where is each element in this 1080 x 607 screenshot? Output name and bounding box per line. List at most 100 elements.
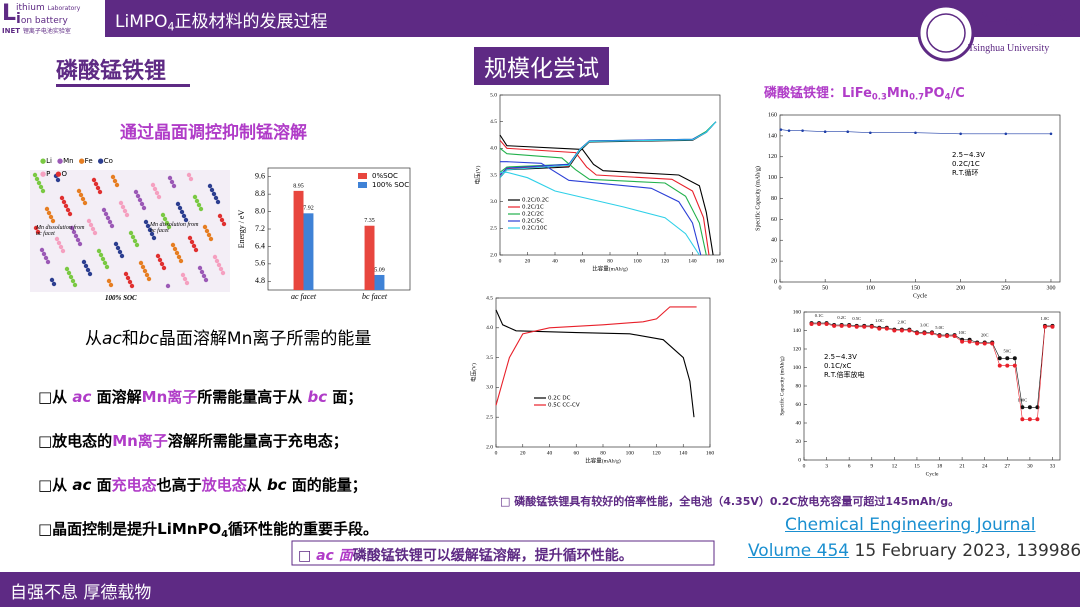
legend-text: Li (46, 157, 52, 165)
rate-label: 2.0C (898, 320, 907, 325)
bar (364, 225, 375, 290)
series-line (811, 323, 1053, 420)
atom (159, 261, 165, 267)
text-run: bc (307, 388, 328, 406)
x-tick-label: 40 (547, 450, 553, 456)
text-run: 放电态 (201, 476, 247, 494)
bar (293, 190, 304, 290)
atom (194, 198, 200, 204)
y-tick-label: 160 (768, 112, 777, 118)
atom (184, 280, 190, 286)
y-axis-label: 电压(V) (473, 166, 481, 185)
atom (135, 193, 141, 199)
bar (303, 213, 314, 290)
text-run: □晶面控制是提升LiMnPO (38, 520, 222, 538)
x-tick-label: bc facet (362, 292, 388, 301)
legend-label: 0.2C/0.2C (522, 198, 549, 204)
atom (133, 189, 139, 195)
x-tick-label: 18 (937, 463, 943, 469)
y-tick-label: 100 (793, 365, 802, 371)
atom (104, 264, 110, 270)
atom (81, 259, 87, 265)
x-tick-label: 150 (911, 285, 920, 291)
atom (151, 235, 157, 241)
atom (46, 210, 52, 216)
y-tick-label: 2.0 (490, 252, 497, 258)
atom (202, 224, 208, 230)
rate-label: 0.1C (815, 313, 824, 318)
atom (215, 199, 221, 205)
cycle-chart-title: 磷酸锰铁锂：LiFe0.3Mn0.7PO4/C (764, 82, 965, 102)
y-tick-label: 4.5 (486, 295, 493, 301)
y-tick-label: 6.4 (255, 241, 265, 250)
legend-item: ●Li (40, 157, 52, 165)
y-tick-label: 2.5 (486, 414, 493, 420)
atom (117, 249, 123, 255)
text-run: 和 (121, 329, 139, 349)
atom (36, 180, 42, 186)
atom (70, 278, 76, 284)
atom (64, 266, 70, 272)
value-label: 8.95 (293, 183, 304, 189)
atom (175, 201, 181, 207)
atom (96, 248, 102, 254)
text-run: ac (102, 329, 122, 349)
atom (167, 175, 173, 181)
y-tick-label: 80 (771, 196, 777, 202)
atom (124, 212, 130, 218)
atom (178, 258, 184, 264)
atom (137, 197, 143, 203)
atom (216, 262, 222, 268)
atoms (32, 172, 227, 289)
volume-link[interactable]: Volume 454 (748, 541, 850, 561)
atom (169, 179, 175, 185)
atom (60, 248, 66, 254)
atom (41, 251, 47, 257)
y-tick-label: 40 (771, 238, 777, 244)
conclusion-box (291, 540, 715, 566)
atom (44, 206, 50, 212)
atom (170, 242, 176, 248)
bullet: □从 ac 面溶解Mn离子所需能量高于从 bc 面； (38, 386, 362, 407)
caption: 从ac和bc晶面溶解Mn离子所需的能量 (85, 324, 371, 349)
text-run: Mn离子 (141, 388, 198, 406)
value-label: 7.35 (364, 218, 375, 224)
text-run: 从 (85, 329, 102, 349)
ref-journal[interactable]: Chemical Engineering Journal (785, 515, 1035, 535)
atom (76, 188, 82, 194)
y-tick-label: 140 (768, 133, 777, 139)
text-run: □放电态的 (38, 432, 113, 450)
x-axis-label: Cycle (926, 471, 939, 477)
atom (107, 219, 113, 225)
university-cn: 清華大学 (980, 11, 1069, 37)
atom (68, 274, 74, 280)
underline (56, 84, 190, 87)
atom (196, 202, 202, 208)
text-run: □从 (38, 388, 73, 406)
atom (187, 235, 193, 241)
journal-link[interactable]: Chemical Engineering Journal (785, 515, 1036, 535)
atom (181, 213, 187, 219)
plot-frame (495, 297, 711, 448)
atom (188, 176, 194, 182)
text-run: 面 (91, 476, 112, 494)
text-run: 从 (246, 476, 267, 494)
legend-label: 0.2C/2C (522, 212, 544, 218)
x-tick-label: 160 (716, 258, 725, 264)
atom (211, 191, 217, 197)
legend-text: Fe (84, 157, 93, 165)
x-tick-label: 60 (574, 450, 580, 456)
atom (177, 205, 183, 211)
legend-text: O (61, 170, 67, 178)
text-run: /C (950, 86, 965, 101)
atom (73, 233, 79, 239)
atom (199, 269, 205, 275)
atom (156, 194, 162, 200)
legend-label: 0.5C CC-CV (548, 403, 580, 409)
y-tick-label: 0 (798, 457, 801, 463)
annotation: 2.5~4.3V (952, 151, 985, 159)
atom (155, 253, 161, 259)
atom (110, 174, 116, 180)
atom (143, 219, 149, 225)
